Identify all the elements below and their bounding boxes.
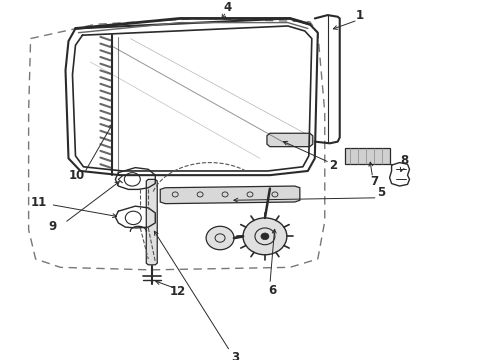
Text: 3: 3 — [231, 351, 239, 360]
Circle shape — [243, 218, 287, 255]
Circle shape — [261, 233, 269, 240]
Circle shape — [206, 226, 234, 250]
Polygon shape — [160, 186, 300, 204]
Polygon shape — [267, 133, 313, 147]
Text: 4: 4 — [224, 1, 232, 14]
Text: 1: 1 — [356, 9, 364, 22]
Text: 9: 9 — [49, 220, 57, 233]
Text: 6: 6 — [268, 284, 276, 297]
Text: 5: 5 — [377, 186, 386, 199]
Text: 7: 7 — [370, 175, 379, 188]
Text: 12: 12 — [170, 285, 186, 298]
Polygon shape — [147, 179, 157, 265]
Text: 10: 10 — [68, 170, 85, 183]
Text: 8: 8 — [400, 154, 409, 167]
Text: 11: 11 — [30, 196, 47, 209]
Text: 2: 2 — [329, 159, 337, 172]
Polygon shape — [345, 148, 390, 164]
